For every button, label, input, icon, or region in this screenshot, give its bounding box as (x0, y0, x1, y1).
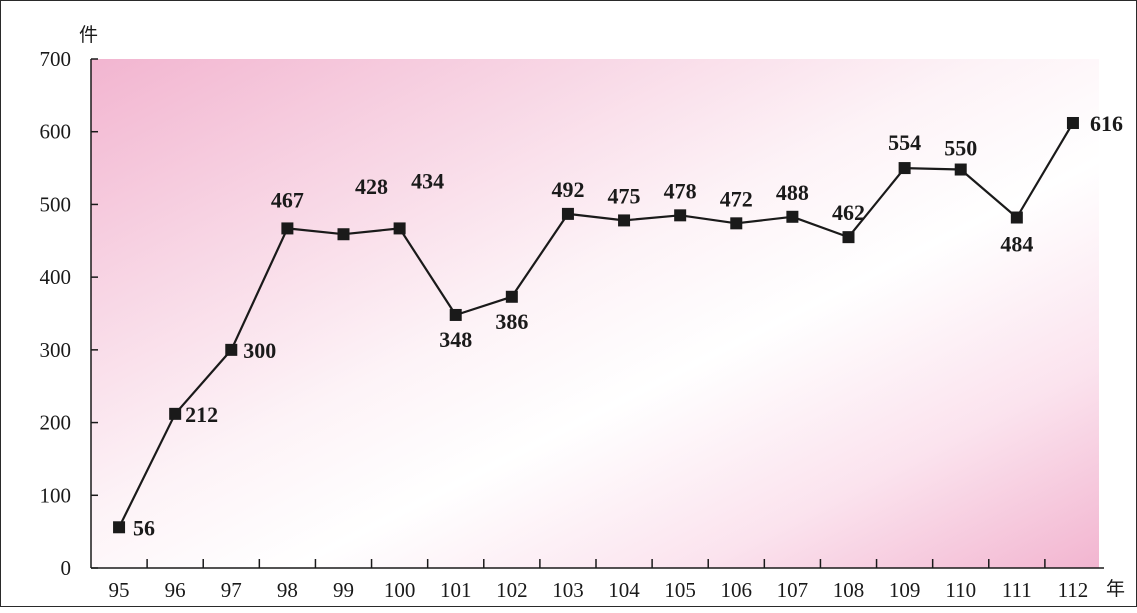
data-point-marker (449, 308, 462, 321)
data-label: 484 (1000, 232, 1033, 257)
data-label: 467 (271, 187, 304, 212)
x-tick-label: 106 (721, 578, 753, 602)
y-unit-label: 件 (79, 24, 98, 46)
y-tick-label: 300 (40, 338, 72, 362)
x-tick-label: 100 (384, 578, 416, 602)
x-tick-label: 111 (1002, 578, 1032, 602)
data-label: 554 (888, 130, 921, 155)
y-tick-label: 100 (40, 483, 72, 507)
x-unit-label: 年 (1106, 578, 1125, 600)
x-tick-label: 99 (333, 578, 354, 602)
x-tick-label: 107 (777, 578, 809, 602)
data-point-marker (730, 217, 743, 230)
data-label: 428 (355, 174, 388, 199)
data-point-marker (281, 222, 294, 235)
data-point-marker (505, 290, 518, 303)
x-tick-label: 105 (664, 578, 696, 602)
data-point-marker (169, 407, 182, 420)
y-tick-label: 400 (40, 265, 72, 289)
x-tick-label: 96 (165, 578, 186, 602)
data-label: 212 (185, 402, 218, 427)
data-point-marker (954, 163, 967, 176)
data-point-marker (618, 214, 631, 227)
data-point-marker (561, 207, 574, 220)
y-tick-label: 0 (61, 556, 72, 580)
y-tick-label: 700 (40, 47, 72, 71)
data-label: 386 (495, 309, 528, 334)
x-tick-label: 102 (496, 578, 528, 602)
data-point-marker (1066, 116, 1079, 129)
data-label: 472 (720, 186, 753, 211)
data-point-marker (337, 228, 350, 241)
x-tick-label: 110 (945, 578, 976, 602)
data-point-marker (898, 162, 911, 175)
data-point-marker (1010, 211, 1023, 224)
data-label: 434 (411, 168, 444, 193)
x-tick-label: 98 (277, 578, 298, 602)
data-point-marker (113, 521, 126, 534)
data-label: 300 (243, 338, 276, 363)
data-point-marker (842, 231, 855, 244)
x-tick-label: 97 (221, 578, 242, 602)
data-label: 348 (439, 327, 472, 352)
data-label: 478 (664, 178, 697, 203)
x-tick-label: 103 (552, 578, 584, 602)
x-tick-label: 104 (608, 578, 640, 602)
plot-background (91, 59, 1099, 568)
x-tick-label: 109 (889, 578, 921, 602)
data-point-marker (393, 222, 406, 235)
data-point-marker (674, 209, 687, 222)
data-label: 616 (1090, 111, 1123, 136)
y-tick-label: 500 (40, 192, 72, 216)
data-label: 462 (832, 200, 865, 225)
data-point-marker (225, 343, 238, 356)
y-tick-label: 200 (40, 411, 72, 435)
x-tick-label: 101 (440, 578, 472, 602)
data-label: 488 (776, 180, 809, 205)
data-label: 550 (944, 136, 977, 161)
data-point-marker (786, 210, 799, 223)
x-tick-label: 112 (1058, 578, 1089, 602)
x-tick-label: 95 (109, 578, 130, 602)
x-tick-label: 108 (833, 578, 865, 602)
series-line (118, 122, 1074, 528)
data-label: 475 (608, 183, 641, 208)
data-label: 56 (133, 515, 155, 540)
y-tick-label: 600 (40, 120, 72, 144)
data-label: 492 (551, 177, 584, 202)
